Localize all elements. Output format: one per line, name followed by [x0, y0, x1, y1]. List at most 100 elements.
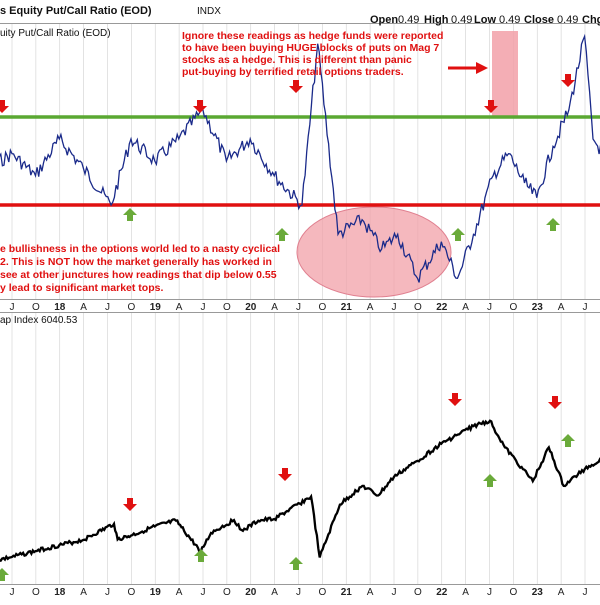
- middle-annotation: e bullishness in the options world led t…: [0, 243, 283, 294]
- x-tick-label: J: [201, 302, 206, 313]
- close-label: Close: [524, 14, 554, 26]
- upper-legend: uity Put/Call Ratio (EOD): [0, 28, 111, 39]
- low-label: Low: [474, 14, 496, 26]
- down-arrow-icon: [123, 498, 137, 511]
- x-tick-label: O: [414, 302, 422, 313]
- middle-annotation-line: e bullishness in the options world led t…: [0, 243, 280, 255]
- x-tick-label: 22: [436, 302, 448, 313]
- x-tick-label: A: [176, 587, 183, 598]
- put-call-series-line: [0, 33, 600, 283]
- up-arrow-icon: [194, 549, 208, 562]
- x-tick-label: J: [10, 587, 15, 598]
- x-tick-label: O: [223, 302, 231, 313]
- middle-annotation-line: see at other junctures how readings that…: [0, 269, 277, 281]
- x-tick-label: A: [271, 587, 278, 598]
- up-arrow-icon: [289, 557, 303, 570]
- up-arrow-icon: [451, 228, 465, 241]
- down-arrow-icon: [561, 74, 575, 87]
- x-tick-label: 23: [532, 302, 544, 313]
- up-arrow-icon: [0, 568, 9, 581]
- x-tick-label: A: [367, 302, 374, 313]
- open-label: Open: [370, 14, 398, 26]
- x-tick-label: 22: [436, 587, 448, 598]
- up-arrow-icon: [275, 228, 289, 241]
- high-label: High: [424, 14, 449, 26]
- up-arrow-icon: [546, 218, 560, 231]
- x-tick-label: A: [462, 302, 469, 313]
- down-arrow-icon: [289, 80, 303, 93]
- x-tick-label: 21: [341, 587, 353, 598]
- x-tick-label: 20: [245, 302, 257, 313]
- close-value: 0.49: [557, 14, 578, 26]
- lower-grid: [11, 313, 586, 584]
- x-tick-label: O: [509, 587, 517, 598]
- put-call-panel: uity Put/Call Ratio (EOD) Ignore these r…: [0, 24, 600, 313]
- x-tick-label: 23: [532, 587, 544, 598]
- x-tick-label: O: [318, 587, 326, 598]
- x-tick-label: 18: [54, 302, 66, 313]
- x-tick-label: 21: [341, 302, 353, 313]
- low-value: 0.49: [499, 14, 520, 26]
- spx-panel: ap Index 6040.53 J O 18 A J O 19 A J O 20 A J O 21 A J O 2…: [0, 313, 600, 598]
- x-tick-label: 19: [150, 587, 162, 598]
- x-tick-label: J: [392, 587, 397, 598]
- x-tick-label: 20: [245, 587, 257, 598]
- x-tick-label: J: [487, 587, 492, 598]
- up-arrow-icon: [123, 208, 137, 221]
- down-arrow-icon: [193, 100, 207, 113]
- x-tick-label: A: [271, 302, 278, 313]
- highlight-ellipse: [296, 206, 452, 298]
- x-tick-label: A: [80, 302, 87, 313]
- x-tick-label: O: [509, 302, 517, 313]
- x-tick-label: J: [296, 302, 301, 313]
- middle-annotation-line: y lead to significant market tops.: [0, 282, 163, 294]
- x-tick-label: O: [318, 302, 326, 313]
- top-annotation: Ignore these readings as hedge funds wer…: [182, 30, 446, 78]
- top-annotation-line: Ignore these readings as hedge funds wer…: [182, 30, 443, 42]
- spx-series-line: [0, 419, 600, 563]
- open-value: 0.49: [398, 14, 419, 26]
- chart-header: s Equity Put/Call Ratio (EOD) INDX Open …: [0, 5, 600, 26]
- chart-title: s Equity Put/Call Ratio (EOD): [0, 5, 152, 17]
- down-arrow-icon: [484, 100, 498, 113]
- lower-x-axis: J O 18 A J O 19 A J O 20 A J O 21 A J O 22 A J O 23 A J: [10, 587, 588, 598]
- x-tick-label: O: [32, 587, 40, 598]
- x-tick-label: J: [201, 587, 206, 598]
- x-tick-label: O: [414, 587, 422, 598]
- x-tick-label: O: [32, 302, 40, 313]
- x-tick-label: J: [105, 302, 110, 313]
- top-annotation-line: put-buying by terrified retail options t…: [182, 66, 404, 78]
- x-tick-label: J: [105, 587, 110, 598]
- x-tick-label: J: [10, 302, 15, 313]
- up-arrow-icon: [483, 474, 497, 487]
- x-tick-label: A: [367, 587, 374, 598]
- down-arrow-icon: [548, 396, 562, 409]
- x-tick-label: O: [127, 302, 135, 313]
- high-value: 0.49: [451, 14, 472, 26]
- exchange-label: INDX: [197, 6, 221, 17]
- upper-arrows: [0, 74, 575, 241]
- x-tick-label: 18: [54, 587, 66, 598]
- x-tick-label: A: [176, 302, 183, 313]
- x-tick-label: A: [558, 587, 565, 598]
- down-arrow-icon: [278, 468, 292, 481]
- up-arrow-icon: [561, 434, 575, 447]
- lower-legend: ap Index 6040.53: [0, 315, 78, 326]
- x-tick-label: J: [583, 587, 588, 598]
- upper-x-axis: J O 18 A J O 19 A J O 20 A J O 21 A J O 22 A J O 23 A J: [10, 302, 588, 313]
- chg-label: Chg: [582, 14, 600, 26]
- x-tick-label: O: [223, 587, 231, 598]
- x-tick-label: O: [127, 587, 135, 598]
- x-tick-label: 19: [150, 302, 162, 313]
- highlight-rectangle: [492, 31, 518, 117]
- down-arrow-icon: [0, 100, 9, 113]
- x-tick-label: A: [80, 587, 87, 598]
- top-annotation-line: stocks as a hedge. This is different tha…: [182, 54, 412, 66]
- right-arrow-icon: [448, 62, 488, 74]
- x-tick-label: J: [487, 302, 492, 313]
- middle-annotation-line: 2. This is NOT how the market generally …: [0, 256, 272, 268]
- x-tick-label: J: [392, 302, 397, 313]
- x-tick-label: A: [462, 587, 469, 598]
